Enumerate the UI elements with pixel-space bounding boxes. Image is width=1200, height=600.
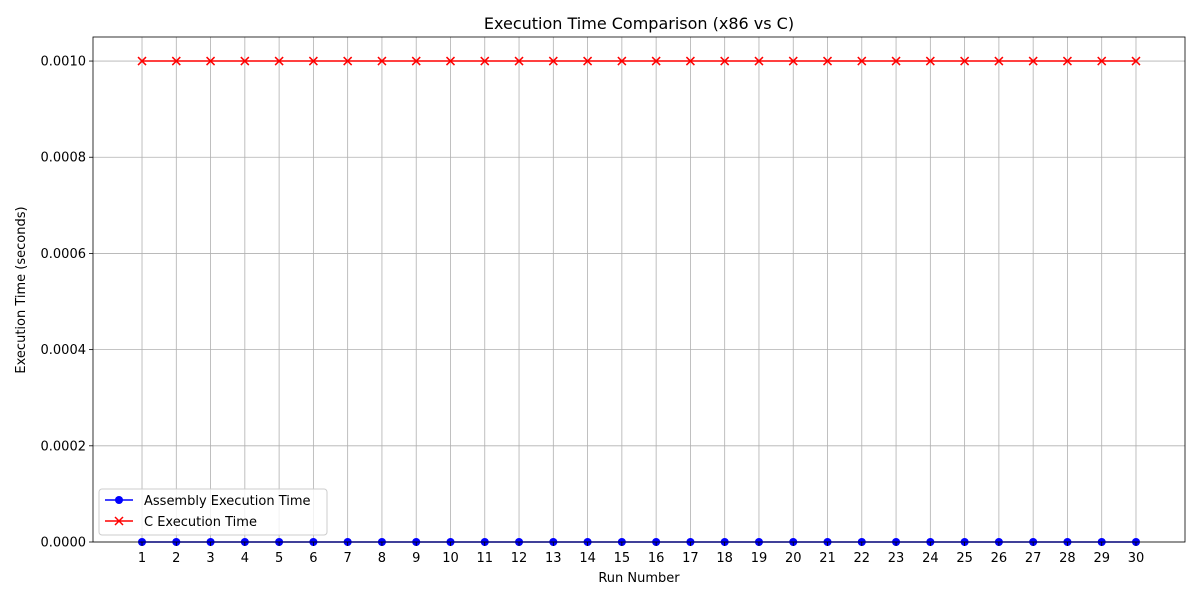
y-axis-ticks: 0.0000 0.0002 0.0004 0.0006 0.0008 0.0010 (41, 55, 93, 551)
x-tick-label: 10 (442, 551, 459, 566)
legend: Assembly Execution Time C Execution Time (98, 488, 328, 536)
data-point (994, 56, 1004, 66)
x-tick-label: 27 (1025, 551, 1042, 566)
y-tick-label: 0.0010 (41, 55, 87, 70)
data-point (480, 56, 490, 66)
x-tick-label: 11 (476, 551, 493, 566)
x-tick-label: 1 (138, 551, 146, 566)
data-point (857, 56, 867, 66)
x-tick-label: 22 (854, 551, 871, 566)
data-point (754, 56, 764, 66)
x-tick-label: 24 (922, 551, 939, 566)
data-point (1131, 56, 1141, 66)
data-point (1062, 56, 1072, 66)
data-point (720, 56, 730, 66)
data-point (548, 56, 558, 66)
x-tick-label: 5 (275, 551, 283, 566)
data-point (137, 56, 147, 66)
x-tick-label: 16 (648, 551, 665, 566)
y-tick-label: 0.0006 (41, 247, 87, 262)
x-tick-label: 18 (716, 551, 733, 566)
x-tick-label: 3 (206, 551, 214, 566)
x-tick-label: 12 (511, 551, 528, 566)
data-point (206, 56, 216, 66)
x-axis-label: Run Number (598, 571, 680, 586)
data-point (788, 56, 798, 66)
x-axis-ticks: 1 2 3 4 5 6 7 8 9 10 11 12 13 14 15 16 17 18 19 20 21 22 23 24 2… (138, 542, 1144, 566)
data-point (891, 56, 901, 66)
data-point (445, 56, 456, 66)
x-tick-label: 21 (819, 551, 836, 566)
x-tick-label: 6 (309, 551, 317, 566)
series-1 (137, 56, 1141, 66)
x-tick-label: 19 (751, 551, 768, 566)
x-tick-label: 20 (785, 551, 802, 566)
x-tick-label: 9 (412, 551, 420, 566)
data-point (685, 56, 695, 66)
data-point (822, 56, 833, 66)
x-tick-label: 28 (1059, 551, 1076, 566)
data-point (1097, 56, 1107, 66)
chart-title: Execution Time Comparison (x86 vs C) (484, 14, 794, 33)
x-tick-label: 2 (172, 551, 180, 566)
data-point (377, 56, 387, 66)
y-tick-label: 0.0004 (41, 343, 87, 358)
x-tick-label: 23 (888, 551, 905, 566)
x-tick-label: 29 (1093, 551, 1110, 566)
y-tick-label: 0.0000 (41, 536, 87, 551)
data-point (308, 56, 318, 66)
y-tick-label: 0.0008 (41, 151, 87, 166)
x-tick-label: 14 (579, 551, 596, 566)
data-point (583, 56, 593, 66)
x-tick-label: 26 (991, 551, 1008, 566)
x-tick-label: 13 (545, 551, 562, 566)
plot-area-background (93, 37, 1185, 542)
data-point (617, 56, 627, 66)
data-point (343, 56, 353, 66)
legend-assembly-label: Assembly Execution Time (144, 494, 311, 509)
x-tick-label: 25 (956, 551, 973, 566)
x-tick-label: 15 (614, 551, 631, 566)
x-tick-label: 8 (378, 551, 386, 566)
legend-c-marker (114, 516, 124, 526)
plot-area-frame (92, 36, 1186, 543)
data-point (1028, 56, 1038, 66)
x-tick-label: 4 (241, 551, 249, 566)
data-point (240, 56, 250, 66)
x-tick-label: 30 (1128, 551, 1145, 566)
data-point (411, 56, 421, 66)
legend-assembly-marker (115, 496, 123, 504)
y-axis-label: Execution Time (seconds) (14, 206, 29, 373)
data-point (960, 56, 970, 66)
legend-box (98, 488, 328, 536)
data-point (274, 56, 284, 66)
y-tick-label: 0.0002 (41, 439, 87, 454)
data-point (925, 56, 935, 66)
data-point (651, 56, 661, 66)
x-tick-label: 17 (682, 551, 699, 566)
legend-c-label: C Execution Time (144, 515, 257, 530)
data-point (514, 56, 524, 66)
data-point (171, 56, 181, 66)
x-tick-label: 7 (344, 551, 352, 566)
